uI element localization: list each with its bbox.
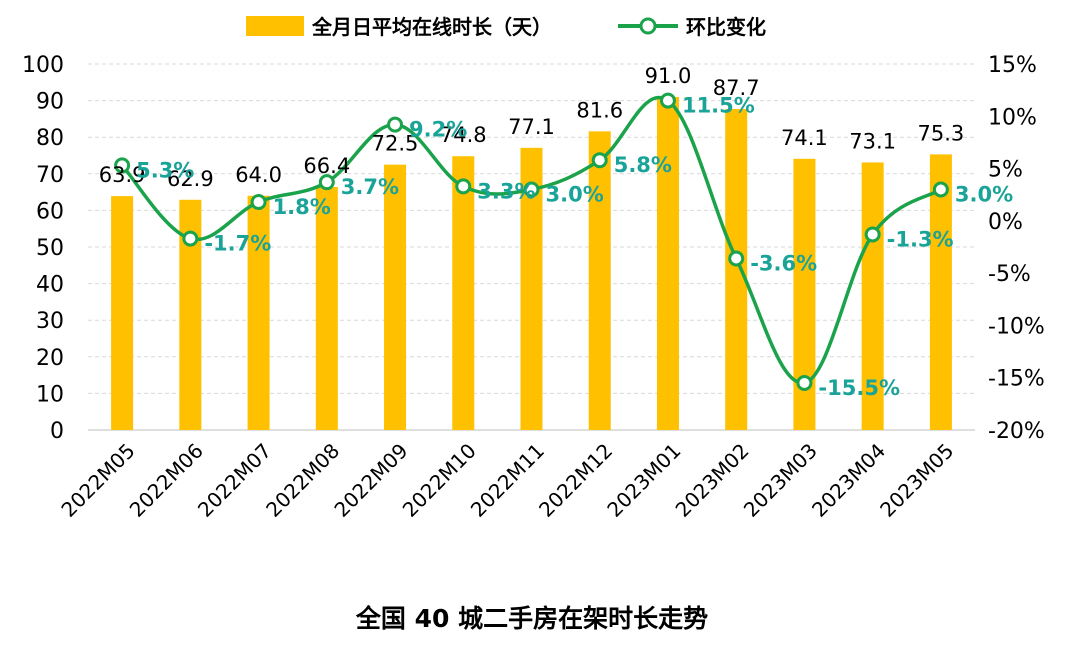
bar-value-labels: 63.9 62.9 64.0 66.4 72.5 74.8 77.1 81.6 91.0 87.7…: [99, 64, 965, 191]
bar-value-label: 81.6: [576, 98, 623, 122]
x-tick-label: 2022M05: [56, 439, 139, 522]
bar: [384, 164, 407, 430]
bar-value-label: 66.4: [303, 154, 350, 178]
bar-value-label: 63.9: [99, 163, 146, 187]
line-marker: [455, 178, 472, 195]
line-value-label: 1.8%: [273, 195, 331, 219]
bar: [452, 156, 475, 430]
x-tick-label: 2022M12: [534, 439, 617, 522]
line-value-label: 5.3%: [136, 158, 194, 182]
bar-value-label: 72.5: [372, 132, 419, 156]
left-tick-label: 80: [36, 126, 64, 151]
left-tick-label: 50: [36, 236, 64, 261]
line-value-label: -3.6%: [750, 252, 817, 276]
x-tick-label: 2022M06: [125, 439, 208, 522]
left-tick-label: 40: [36, 273, 64, 298]
bar: [111, 196, 134, 430]
right-tick-label: 5%: [988, 158, 1023, 183]
legend-bar-swatch: [246, 16, 304, 36]
legend: 全月日平均在线时长（天） 环比变化: [246, 15, 766, 39]
line-marker: [796, 374, 813, 391]
bar: [247, 195, 270, 430]
bar-value-label: 75.3: [918, 121, 965, 145]
x-tick-label: 2022M08: [261, 439, 344, 522]
left-tick-label: 20: [36, 346, 64, 371]
line-marker: [250, 194, 267, 211]
right-axis: -20% -15% -10% -5% 0% 5% 10% 15%: [988, 53, 1045, 444]
x-tick-label: 2022M10: [398, 439, 481, 522]
legend-line-label: 环比变化: [686, 15, 766, 39]
left-tick-label: 90: [36, 90, 64, 115]
legend-bar-label: 全月日平均在线时长（天）: [311, 15, 552, 39]
line-value-label: -1.7%: [204, 232, 271, 256]
bar-value-label: 87.7: [713, 76, 760, 100]
legend-line-marker: [639, 17, 657, 35]
right-tick-label: 15%: [988, 53, 1037, 78]
left-tick-label: 60: [36, 199, 64, 224]
left-tick-label: 100: [22, 53, 64, 78]
line-value-label: 3.0%: [955, 182, 1013, 206]
bar-value-label: 62.9: [167, 167, 214, 191]
line-marker: [864, 226, 881, 243]
line-value-label: 3.7%: [341, 175, 399, 199]
chart-title: 全国 40 城二手房在架时长走势: [355, 604, 708, 633]
line-value-label: 5.8%: [614, 153, 672, 177]
line-series: [114, 92, 949, 391]
line-marker: [728, 250, 745, 267]
bar: [315, 186, 338, 430]
left-axis: 0 10 20 30 40 50 60 70 80 90 100: [22, 53, 64, 444]
line-marker: [182, 230, 199, 247]
bar: [725, 109, 748, 430]
bar: [656, 96, 679, 430]
line-marker: [387, 116, 404, 133]
line-value-label: 11.5%: [682, 94, 755, 118]
left-tick-label: 0: [50, 419, 64, 444]
line-marker: [659, 92, 676, 109]
x-tick-label: 2022M11: [466, 439, 549, 522]
line-value-label: -15.5%: [818, 376, 900, 400]
line-value-label: 9.2%: [409, 118, 467, 142]
right-tick-label: -20%: [988, 419, 1045, 444]
bar-value-label: 64.0: [235, 163, 282, 187]
x-axis: 2022M052022M062022M072022M082022M092022M…: [56, 439, 958, 522]
bar-value-label: 73.1: [849, 129, 896, 153]
x-tick-label: 2023M04: [807, 439, 890, 522]
x-tick-label: 2022M07: [193, 439, 276, 522]
bar-value-label: 74.1: [781, 126, 828, 150]
bar-value-label: 91.0: [645, 64, 692, 88]
x-tick-label: 2022M09: [329, 439, 412, 522]
bar: [929, 154, 952, 431]
right-tick-label: -15%: [988, 367, 1045, 392]
left-tick-label: 70: [36, 163, 64, 188]
line-value-label: 3.3%: [477, 179, 535, 203]
x-tick-label: 2023M01: [602, 439, 685, 522]
bar: [588, 131, 611, 430]
line-marker: [932, 181, 949, 198]
bar-value-label: 77.1: [508, 115, 555, 139]
left-tick-label: 30: [36, 309, 64, 334]
line-marker: [318, 174, 335, 191]
bar: [179, 199, 202, 430]
line-value-label: 3.0%: [546, 182, 604, 206]
line-marker: [523, 181, 540, 198]
line-value-label: -1.3%: [887, 227, 954, 251]
left-tick-label: 10: [36, 382, 64, 407]
bar-value-label: 74.8: [440, 123, 487, 147]
line-marker: [591, 152, 608, 169]
bar: [520, 147, 543, 430]
x-tick-label: 2023M02: [671, 439, 754, 522]
right-tick-label: -5%: [988, 262, 1031, 287]
bar: [793, 158, 816, 430]
x-tick-label: 2023M03: [739, 439, 822, 522]
line-value-labels: 5.3% -1.7%1.8% 3.7% 9.2% 3.3% 3.0% 5.8% 11.5% -3…: [136, 94, 1013, 400]
bar-series: [111, 96, 952, 431]
right-tick-label: 0%: [988, 210, 1023, 235]
right-tick-label: 10%: [988, 105, 1037, 130]
x-tick-label: 2023M05: [875, 439, 958, 522]
right-tick-label: -10%: [988, 314, 1045, 339]
line-marker: [114, 157, 131, 174]
